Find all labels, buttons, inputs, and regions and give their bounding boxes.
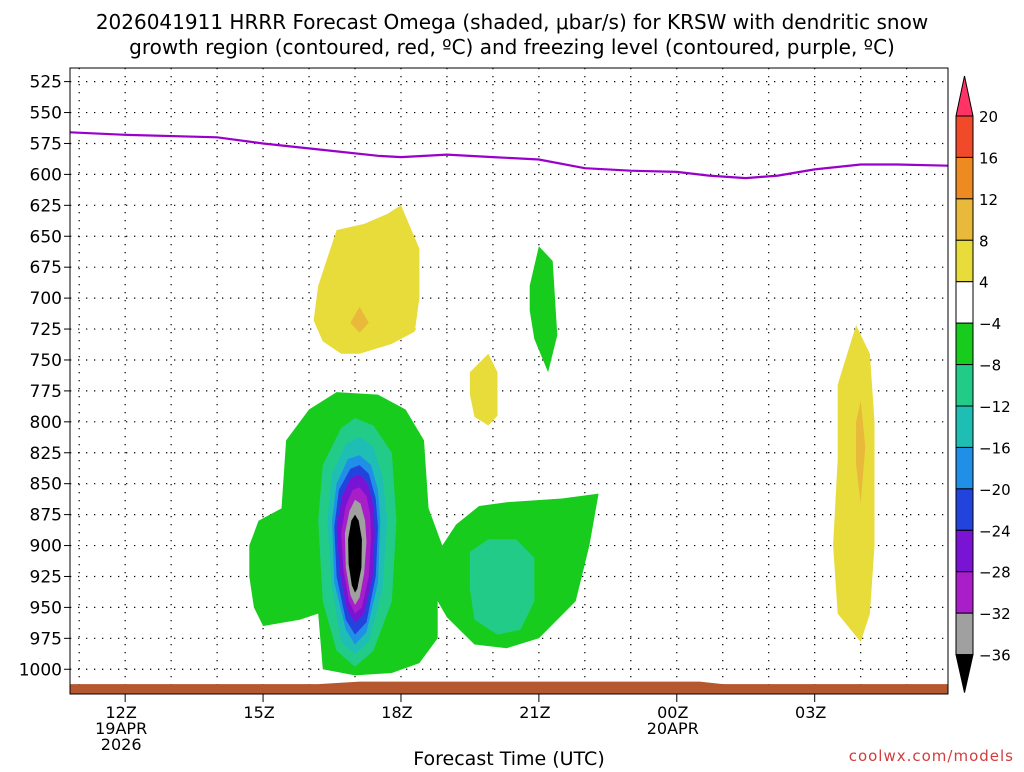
colorbar-label-6: −8 xyxy=(979,357,1001,375)
plot-frame xyxy=(69,67,949,695)
pressure-axis: 525 550 575 600 625 650 675 700 725 750 775 800 825 8… xyxy=(19,73,70,680)
pressure-tick-label-800: 800 xyxy=(30,413,62,433)
colorbar-label-2: 12 xyxy=(979,191,998,209)
time-tick-label-12-0: 12Z xyxy=(105,703,136,722)
omega-region-0 xyxy=(313,205,420,354)
pressure-tick-label-825: 825 xyxy=(30,444,62,464)
omega-colorbar: 20 16 12 8 4 −4 −8 −12 −16 −20 −24 −28 −32 −36 xyxy=(955,75,1011,693)
omega-region-2 xyxy=(469,353,498,426)
colorbar-bottom-arrow xyxy=(955,654,974,693)
colorbar-swatch-5 xyxy=(955,281,974,324)
watermark-link[interactable]: coolwx.com/models xyxy=(849,747,1014,765)
pressure-tick-label-675: 675 xyxy=(30,258,62,278)
pressure-tick-label-600: 600 xyxy=(30,165,62,185)
x-axis-title: Forecast Time (UTC) xyxy=(413,748,604,768)
pressure-tick-label-650: 650 xyxy=(30,227,62,247)
pressure-tick-label-850: 850 xyxy=(30,475,62,495)
time-tick-label-18-0: 18Z xyxy=(381,703,412,722)
omega-region-3 xyxy=(529,246,558,373)
colorbar-swatch-10 xyxy=(955,488,974,531)
colorbar-swatch-4 xyxy=(955,239,974,283)
pressure-tick-label-775: 775 xyxy=(30,382,62,402)
colorbar-label-10: −24 xyxy=(979,522,1011,540)
pressure-tick-label-625: 625 xyxy=(30,196,62,216)
time-tick-label-24-1: 20APR xyxy=(647,719,699,738)
omega-shading-layer xyxy=(249,205,875,676)
colorbar-swatch-13 xyxy=(955,612,974,656)
grid-layer xyxy=(70,68,948,694)
colorbar-swatch-11 xyxy=(955,529,974,573)
pressure-tick-label-700: 700 xyxy=(30,289,62,309)
pressure-tick-label-750: 750 xyxy=(30,351,62,371)
pressure-tick-label-900: 900 xyxy=(30,537,62,557)
colorbar-label-3: 8 xyxy=(979,232,989,250)
time-tick-label-12-2: 2026 xyxy=(101,735,142,754)
colorbar-swatch-3 xyxy=(955,198,974,241)
time-tick-label-21-0: 21Z xyxy=(519,703,550,722)
omega-region-1 xyxy=(350,306,369,333)
chart-title-line-1: 2026041911 HRRR Forecast Omega (shaded, … xyxy=(96,10,928,34)
time-tick-label-27-0: 03Z xyxy=(795,703,826,722)
colorbar-label-1: 16 xyxy=(979,149,998,167)
colorbar-label-7: −12 xyxy=(979,398,1011,416)
colorbar-label-5: −4 xyxy=(979,315,1001,333)
pressure-tick-label-975: 975 xyxy=(30,629,62,649)
omega-region-6 xyxy=(249,392,599,676)
colorbar-label-11: −28 xyxy=(979,564,1011,582)
colorbar-swatch-6 xyxy=(955,322,974,366)
omega-region-15 xyxy=(348,514,362,593)
contour-layer xyxy=(69,131,949,694)
omega-region-5 xyxy=(856,400,866,504)
ground-surface xyxy=(70,681,948,694)
colorbar-label-12: −32 xyxy=(979,605,1011,623)
freezing-level-line xyxy=(69,131,949,180)
colorbar-label-13: −36 xyxy=(979,647,1011,665)
pressure-tick-label-925: 925 xyxy=(30,567,62,587)
colorbar-label-8: −16 xyxy=(979,439,1011,457)
time-tick-label-15-0: 15Z xyxy=(243,703,274,722)
pressure-tick-label-875: 875 xyxy=(30,506,62,526)
colorbar-label-9: −20 xyxy=(979,481,1011,499)
omega-region-4 xyxy=(833,325,875,642)
pressure-tick-label-550: 550 xyxy=(30,104,62,124)
colorbar-swatch-1 xyxy=(955,115,974,158)
colorbar-swatch-7 xyxy=(955,364,974,407)
colorbar-swatch-8 xyxy=(955,405,974,448)
colorbar-label-0: 20 xyxy=(979,108,998,126)
colorbar-swatch-12 xyxy=(955,571,974,614)
colorbar-top-arrow xyxy=(955,75,974,117)
colorbar-swatch-2 xyxy=(955,156,974,200)
time-tick-label-24-0: 00Z xyxy=(657,703,688,722)
omega-region-7 xyxy=(469,539,535,635)
pressure-tick-label-575: 575 xyxy=(30,134,62,154)
chart-title-line-2: growth region (contoured, red, ºC) and f… xyxy=(129,35,895,59)
time-tick-label-12-1: 19APR xyxy=(95,719,147,738)
colorbar-swatch-9 xyxy=(955,446,974,490)
pressure-tick-label-1000: 1000 xyxy=(19,660,62,680)
pressure-tick-label-950: 950 xyxy=(30,598,62,618)
pressure-tick-label-725: 725 xyxy=(30,320,62,340)
colorbar-label-4: 4 xyxy=(979,274,989,292)
pressure-tick-label-525: 525 xyxy=(30,73,62,93)
